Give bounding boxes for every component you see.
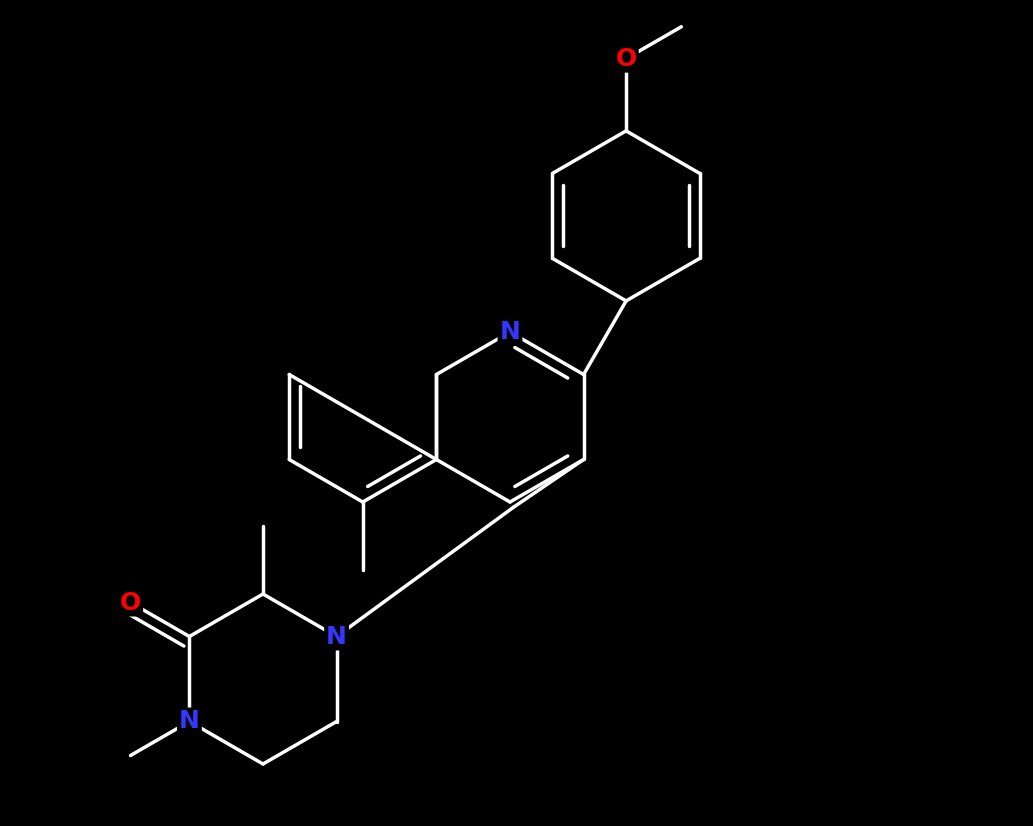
Text: O: O	[616, 46, 636, 71]
Text: N: N	[500, 320, 521, 344]
Text: N: N	[326, 624, 347, 648]
Text: N: N	[179, 710, 199, 733]
Text: O: O	[120, 591, 142, 615]
